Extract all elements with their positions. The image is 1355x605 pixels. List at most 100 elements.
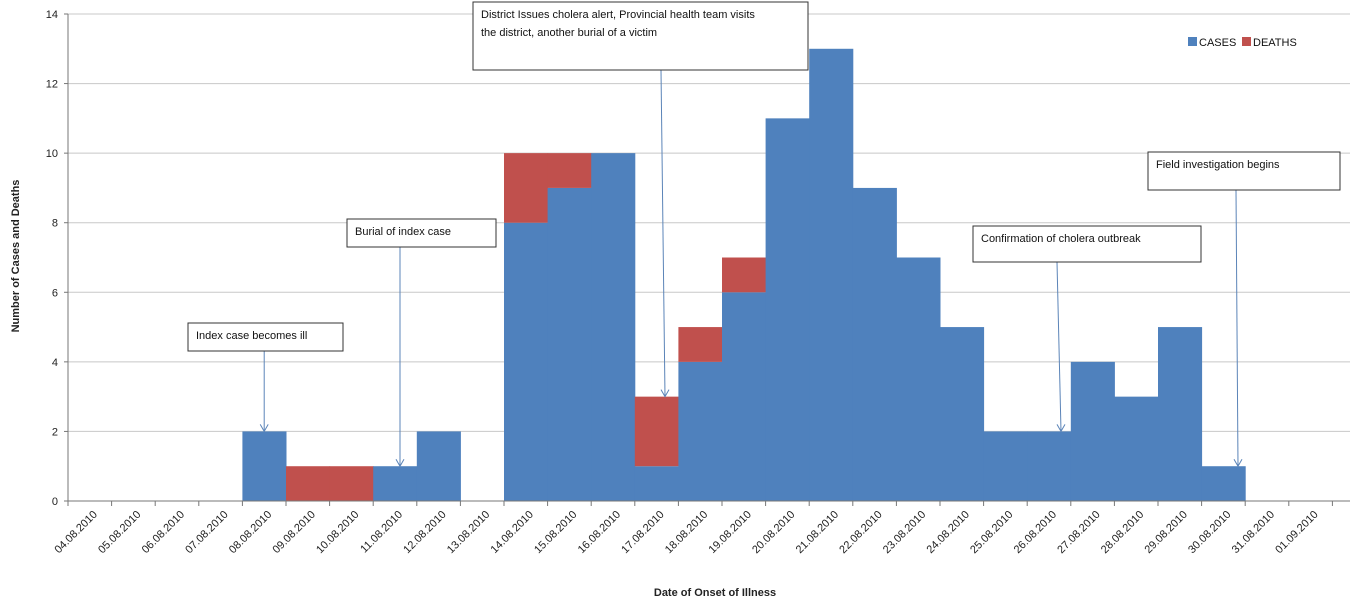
annotation-text: Confirmation of cholera outbreak: [981, 233, 1141, 245]
bar-cases-26.08.2010: [1027, 431, 1072, 501]
x-tick-label: 06.08.2010: [140, 509, 187, 556]
bar-deaths-09.08.2010: [286, 466, 331, 501]
x-tick-label: 09.08.2010: [271, 509, 318, 556]
x-tick-label: 14.08.2010: [489, 509, 536, 556]
annotation: Burial of index case: [346, 218, 497, 468]
annotation: Index case becomes ill: [187, 322, 344, 433]
annotation-text: Field investigation begins: [1156, 159, 1280, 171]
x-tick-label: 01.09.2010: [1273, 509, 1320, 556]
bar-deaths-18.08.2010: [678, 327, 723, 362]
x-tick-label: 15.08.2010: [532, 509, 579, 556]
bar-layer: [242, 48, 1246, 502]
bar-cases-12.08.2010: [416, 431, 461, 501]
annotation-box: [972, 225, 1202, 263]
annotation-text: Burial of index case: [355, 226, 451, 238]
bar-cases-14.08.2010: [504, 222, 549, 501]
bar-cases-21.08.2010: [809, 48, 854, 502]
annotation-layer: Index case becomes ill Burial of index ca…: [187, 1, 1341, 468]
bar-cases-25.08.2010: [983, 431, 1028, 501]
arrow-head-icon: [660, 389, 670, 398]
annotation-box: [187, 322, 344, 352]
arrow-head-icon: [1056, 424, 1066, 433]
legend-swatch-deaths: [1242, 37, 1251, 46]
x-tick-label: 26.08.2010: [1012, 509, 1059, 556]
grid-layer: [68, 13, 1350, 432]
bar-cases-17.08.2010: [634, 466, 679, 501]
bar-cases-23.08.2010: [896, 257, 941, 501]
bar-cases-08.08.2010: [242, 431, 287, 501]
bar-cases-27.08.2010: [1070, 361, 1115, 501]
bar-cases-29.08.2010: [1158, 327, 1203, 501]
bar-cases-16.08.2010: [591, 153, 636, 501]
y-tick-label: 2: [52, 426, 58, 438]
annotation-arrow: [1056, 261, 1062, 432]
annotation-arrow: [660, 69, 666, 397]
annotation: Field investigation begins: [1147, 151, 1341, 468]
y-tick-label: 6: [52, 287, 58, 299]
bar-cases-19.08.2010: [722, 292, 767, 501]
x-tick-label: 17.08.2010: [619, 509, 666, 556]
annotation-text: District Issues cholera alert, Provincia…: [481, 9, 755, 21]
arrow-head-icon: [259, 424, 269, 433]
legend-swatch-cases: [1188, 37, 1197, 46]
annotation-text: Index case becomes ill: [196, 330, 307, 342]
x-tick-label: 16.08.2010: [576, 509, 623, 556]
bar-deaths-15.08.2010: [547, 153, 592, 188]
x-tick-label: 25.08.2010: [968, 509, 1015, 556]
arrow-head-icon: [1233, 458, 1243, 468]
x-tick-label: 27.08.2010: [1055, 509, 1102, 556]
x-tick-label: 11.08.2010: [358, 509, 405, 556]
x-tick-label: 07.08.2010: [183, 509, 230, 556]
x-tick-label: 21.08.2010: [794, 509, 841, 556]
bar-cases-20.08.2010: [765, 118, 810, 501]
y-tick-label: 12: [46, 79, 58, 91]
y-tick-label: 10: [46, 148, 58, 160]
bar-deaths-10.08.2010: [329, 466, 374, 501]
bar-deaths-14.08.2010: [504, 153, 549, 223]
x-axis-title: Date of Onset of Illness: [654, 587, 776, 599]
legend: CASES DEATHS: [1188, 37, 1297, 49]
x-tick-label: 31.08.2010: [1230, 509, 1277, 556]
legend-label-cases: CASES: [1199, 37, 1236, 49]
bar-cases-22.08.2010: [852, 187, 897, 501]
x-tick-label: 04.08.2010: [53, 509, 100, 556]
y-tick-label: 4: [52, 357, 58, 369]
annotation-text: the district, another burial of a victim: [481, 27, 657, 39]
x-tick-label: 13.08.2010: [445, 509, 492, 556]
legend-label-deaths: DEATHS: [1253, 37, 1297, 49]
annotation-box: [1147, 151, 1341, 191]
bar-deaths-17.08.2010: [634, 396, 679, 467]
y-axis-title: Number of Cases and Deaths: [10, 180, 22, 333]
x-tick-label: 19.08.2010: [707, 509, 754, 556]
annotation: District Issues cholera alert, Provincia…: [472, 1, 809, 398]
bar-cases-15.08.2010: [547, 187, 592, 501]
x-tick-label: 10.08.2010: [314, 509, 361, 556]
bar-cases-18.08.2010: [678, 361, 723, 501]
x-tick-label: 08.08.2010: [227, 509, 274, 556]
annotation: Confirmation of cholera outbreak: [972, 225, 1202, 433]
y-tick-label: 0: [52, 496, 58, 508]
bar-cases-24.08.2010: [940, 327, 985, 501]
x-tick-label: 23.08.2010: [881, 509, 928, 556]
annotation-box: [472, 1, 809, 71]
x-tick-label: 29.08.2010: [1143, 509, 1190, 556]
x-tick-label: 05.08.2010: [96, 509, 143, 556]
bar-cases-11.08.2010: [373, 466, 418, 501]
bar-cases-30.08.2010: [1201, 466, 1246, 501]
annotation-arrow: [1235, 189, 1239, 467]
bar-cases-28.08.2010: [1114, 396, 1159, 501]
x-tick-label: 22.08.2010: [837, 509, 884, 556]
x-tick-label: 18.08.2010: [663, 509, 710, 556]
x-tick-label: 20.08.2010: [750, 509, 797, 556]
bar-deaths-19.08.2010: [722, 257, 767, 293]
x-tick-label: 12.08.2010: [401, 509, 448, 556]
x-tick-label: 30.08.2010: [1186, 509, 1233, 556]
y-tick-label: 8: [52, 218, 58, 230]
annotation-box: [346, 218, 497, 248]
x-tick-label: 24.08.2010: [925, 509, 972, 556]
x-tick-label: 28.08.2010: [1099, 509, 1146, 556]
arrow-head-icon: [395, 458, 405, 468]
y-tick-label: 14: [46, 9, 58, 21]
